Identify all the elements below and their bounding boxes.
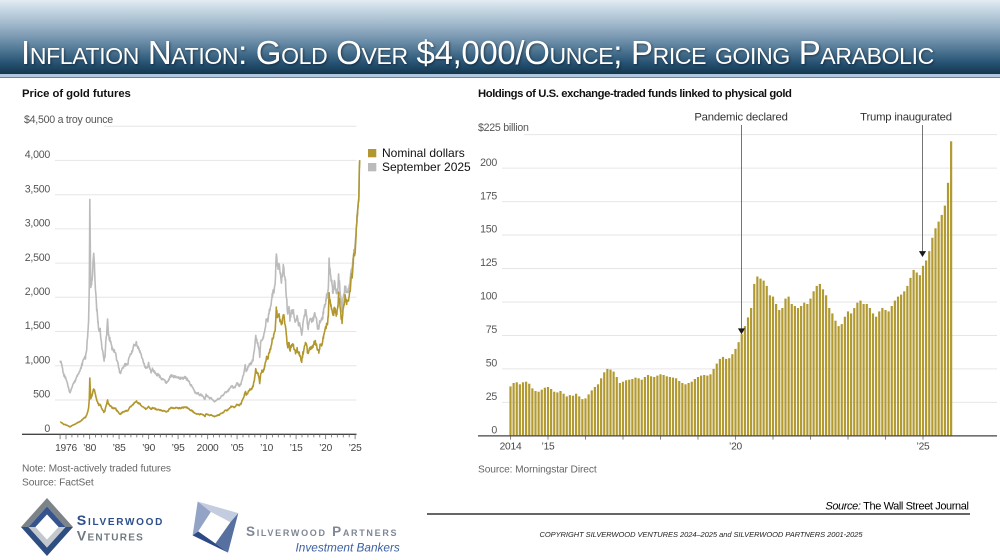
svg-text:50: 50	[486, 358, 498, 370]
svg-text:3,000: 3,000	[25, 218, 51, 230]
svg-text:’15: ’15	[290, 443, 304, 454]
svg-text:Investment Bankers: Investment Bankers	[296, 541, 400, 555]
svg-text:’15: ’15	[542, 441, 556, 452]
svg-text:Price of gold futures: Price of gold futures	[22, 88, 131, 100]
svg-text:COPYRIGHT SILVERWOOD VENTURES: COPYRIGHT SILVERWOOD VENTURES 2024–2025 …	[539, 530, 863, 539]
svg-text:2,000: 2,000	[25, 286, 51, 298]
svg-text:Source: The Wall Street Journa: Source: The Wall Street Journal	[825, 501, 968, 513]
svg-text:0: 0	[44, 423, 50, 435]
svg-text:Nominal dollars: Nominal dollars	[382, 146, 465, 160]
svg-text:200: 200	[480, 157, 497, 169]
svg-text:75: 75	[486, 324, 498, 336]
svg-text:2014: 2014	[500, 441, 522, 452]
svg-text:’85: ’85	[113, 443, 127, 454]
svg-text:’20: ’20	[319, 443, 333, 454]
svg-text:$4,500 a troy ounce: $4,500 a troy ounce	[24, 114, 113, 126]
svg-text:2000: 2000	[197, 443, 219, 454]
svg-text:100: 100	[480, 291, 497, 303]
svg-text:’25: ’25	[349, 443, 363, 454]
svg-text:Pandemic declared: Pandemic declared	[694, 112, 787, 124]
svg-text:Source: FactSet: Source: FactSet	[22, 477, 94, 488]
svg-text:September 2025: September 2025	[382, 160, 471, 174]
svg-text:3,500: 3,500	[25, 183, 51, 195]
svg-text:25: 25	[486, 391, 498, 403]
svg-text:Ventures: Ventures	[77, 528, 144, 544]
svg-text:175: 175	[480, 190, 497, 202]
svg-text:2,500: 2,500	[25, 252, 51, 264]
svg-text:’25: ’25	[917, 441, 931, 452]
svg-text:150: 150	[480, 224, 497, 236]
svg-text:Note: Most-actively traded fut: Note: Most-actively traded futures	[22, 464, 171, 475]
svg-text:’80: ’80	[83, 443, 97, 454]
svg-text:$225 billion: $225 billion	[478, 122, 529, 134]
svg-text:0: 0	[491, 425, 497, 437]
svg-text:Holdings of U.S. exchange-trad: Holdings of U.S. exchange-traded funds l…	[478, 88, 792, 100]
svg-text:Trump inaugurated: Trump inaugurated	[860, 112, 952, 124]
svg-text:’10: ’10	[260, 443, 274, 454]
svg-text:Source: Morningstar Direct: Source: Morningstar Direct	[478, 464, 597, 475]
svg-text:’90: ’90	[142, 443, 156, 454]
svg-text:500: 500	[33, 389, 50, 401]
svg-text:’95: ’95	[172, 443, 186, 454]
svg-text:’05: ’05	[231, 443, 245, 454]
svg-text:Silverwood: Silverwood	[77, 513, 164, 529]
svg-text:1976: 1976	[55, 443, 77, 454]
svg-text:1,000: 1,000	[25, 355, 51, 367]
svg-text:1,500: 1,500	[25, 320, 51, 332]
svg-text:125: 125	[480, 257, 497, 269]
svg-text:’20: ’20	[729, 441, 743, 452]
svg-text:Silverwood Partners: Silverwood Partners	[246, 524, 398, 539]
svg-text:4,000: 4,000	[25, 149, 51, 161]
